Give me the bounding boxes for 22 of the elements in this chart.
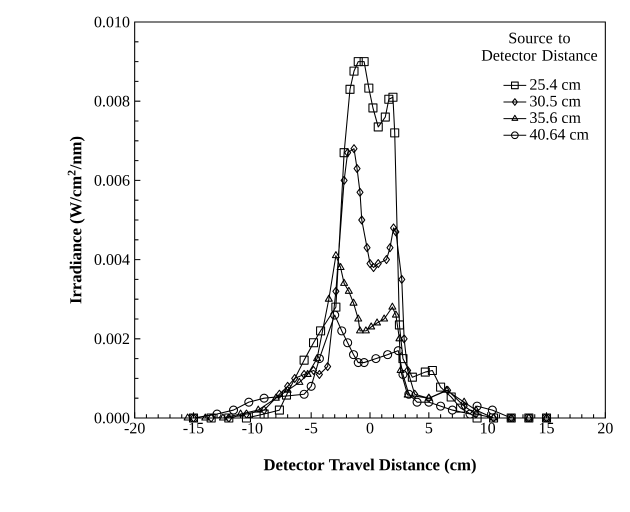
y-tick-label: 0.006: [94, 174, 130, 186]
legend-label: 25.4 cm: [530, 79, 581, 90]
x-tick-label: 15: [540, 422, 554, 434]
x-tick-label: -15: [183, 422, 204, 434]
y-tick-label: 0.002: [94, 333, 130, 344]
legend-title: Source to Detector Distance: [482, 32, 598, 61]
y-axis-title: Irradiance (W/cm$^{2}$/nm): [68, 136, 85, 304]
x-tick-label: 0: [366, 422, 374, 434]
legend-label: 30.5 cm: [530, 96, 581, 107]
legend-label: 35.6 cm: [530, 112, 581, 124]
x-tick-label: 20: [598, 422, 613, 434]
y-tick-label: 0.010: [94, 16, 130, 28]
x-tick-label: 10: [481, 422, 496, 434]
x-tick-label: -10: [242, 422, 262, 434]
x-axis-title: Detector Travel Distance (cm): [264, 458, 476, 474]
y-tick-label: 0.000: [94, 412, 130, 424]
x-tick-label: -5: [305, 422, 318, 434]
y-tick-label: 0.004: [94, 254, 130, 266]
x-tick-label: 5: [426, 422, 432, 434]
x-tick-label: -20: [124, 422, 145, 434]
y-tick-label: 0.008: [94, 96, 130, 107]
legend-label: 40.64 cm: [530, 128, 589, 140]
